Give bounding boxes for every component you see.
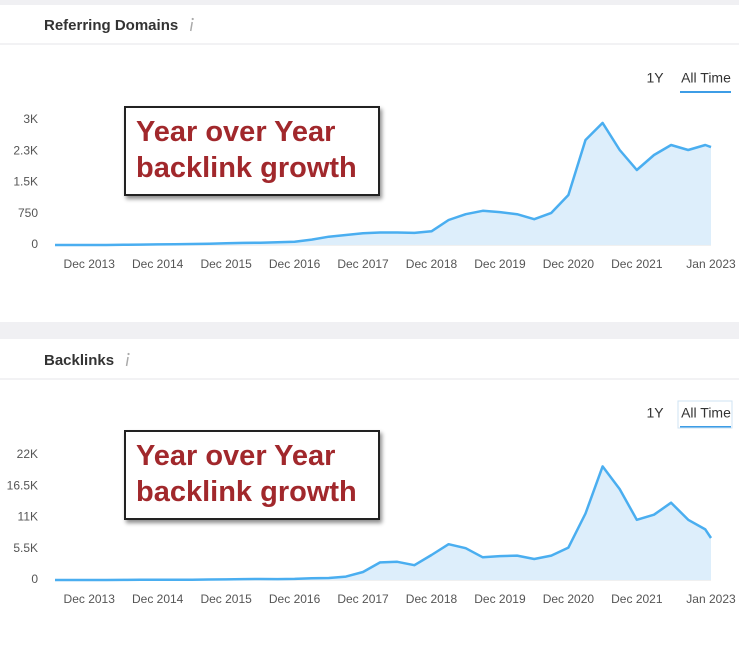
panel-gap [0, 322, 739, 339]
y-tick-label: 11K [18, 510, 38, 524]
range-button[interactable]: All Time [681, 405, 731, 421]
annotation: Year over Year backlink growth [124, 430, 380, 520]
data-line [55, 465, 713, 582]
area-fill [55, 122, 711, 245]
range-button[interactable]: All Time [681, 70, 731, 86]
x-tick-label: Dec 2020 [543, 592, 595, 606]
x-tick-label: Dec 2019 [474, 592, 526, 606]
y-tick-label: 0 [31, 237, 38, 251]
info-icon-dot [191, 17, 194, 21]
panel-title: Backlinks [44, 352, 114, 369]
x-tick-label: Dec 2017 [337, 257, 389, 271]
panel-title: Referring Domains [44, 17, 178, 34]
x-tick-label: Dec 2013 [64, 257, 116, 271]
area-fill [55, 466, 711, 580]
x-tick-label: Jan 2023 [686, 592, 736, 606]
range-button[interactable]: 1Y [646, 405, 664, 421]
button-focus [677, 400, 733, 429]
y-tick-label: 1.5K [13, 175, 38, 189]
range-button[interactable]: 1Y [646, 70, 664, 86]
info-icon [125, 356, 129, 367]
y-tick-label: 0 [31, 572, 38, 586]
x-tick-label: Dec 2016 [269, 257, 321, 271]
annotation: Year over Year backlink growth [124, 106, 380, 196]
x-tick-label: Dec 2018 [406, 257, 458, 271]
y-tick-label: 3K [23, 112, 38, 126]
data-line [55, 121, 712, 247]
x-tick-label: Dec 2021 [611, 257, 663, 271]
x-tick-label: Dec 2017 [337, 592, 389, 606]
x-tick-label: Dec 2020 [543, 257, 595, 271]
x-tick-label: Dec 2021 [611, 592, 663, 606]
top-strip [0, 0, 739, 5]
info-icon [189, 21, 193, 32]
y-tick-label: 22K [17, 447, 38, 461]
x-tick-label: Dec 2014 [132, 257, 184, 271]
y-tick-label: 5.5K [13, 541, 38, 555]
x-tick-label: Dec 2018 [406, 592, 458, 606]
x-tick-label: Dec 2015 [200, 257, 252, 271]
x-tick-label: Dec 2019 [474, 257, 526, 271]
info-icon-dot [127, 352, 130, 356]
x-tick-label: Dec 2013 [64, 592, 116, 606]
y-tick-label: 750 [18, 206, 38, 220]
y-tick-label: 16.5K [7, 478, 38, 492]
y-tick-label: 2.3K [13, 143, 38, 157]
x-tick-label: Dec 2014 [132, 592, 184, 606]
x-tick-label: Dec 2016 [269, 592, 321, 606]
x-tick-label: Jan 2023 [686, 257, 736, 271]
x-tick-label: Dec 2015 [200, 592, 252, 606]
